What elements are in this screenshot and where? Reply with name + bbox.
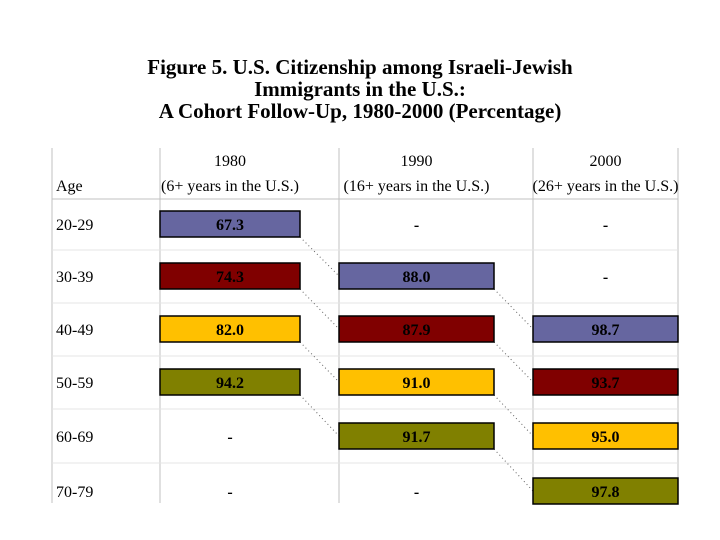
chart-title: Figure 5. U.S. Citizenship among Israeli… [0, 56, 720, 122]
title-line-3: A Cohort Follow-Up, 1980-2000 (Percentag… [158, 99, 562, 123]
column-year-1980: 1980 [214, 153, 246, 170]
value-cell-30-39-1980 [159, 262, 301, 290]
value-cell-70-79-2000 [532, 477, 679, 505]
value-label-30-39-1980: 74.3 [216, 269, 244, 286]
cohort-connector-3 [299, 288, 340, 330]
age-label-50-59: 50-59 [56, 375, 93, 392]
age-label-40-49: 40-49 [56, 322, 93, 339]
column-year-1990: 1990 [401, 153, 433, 170]
column-subtitle-1990: (16+ years in the U.S.) [344, 178, 490, 195]
value-cell-50-59-2000 [532, 368, 679, 396]
value-cell-30-39-1990 [338, 262, 495, 290]
value-label-40-49-2000: 98.7 [592, 322, 620, 339]
cohort-connector-1 [299, 236, 340, 277]
age-label-30-39: 30-39 [56, 269, 93, 286]
cohort-connector-7 [299, 394, 340, 437]
value-cell-50-59-1990 [338, 368, 495, 396]
cohort-connector-4 [493, 341, 534, 383]
empty-cell-60-69-1980: - [227, 429, 232, 446]
value-cell-60-69-1990 [338, 422, 495, 450]
value-label-40-49-1990: 87.9 [403, 322, 431, 339]
value-label-70-79-2000: 97.8 [592, 484, 620, 501]
value-cell-50-59-1980 [159, 368, 301, 396]
value-label-40-49-1980: 82.0 [216, 322, 244, 339]
value-cell-40-49-2000 [532, 315, 679, 343]
value-label-50-59-1990: 91.0 [403, 375, 431, 392]
cohort-connector-5 [299, 341, 340, 383]
row-header-age: Age [56, 178, 83, 195]
column-subtitle-1980: (6+ years in the U.S.) [161, 178, 299, 195]
empty-cell-70-79-1980: - [227, 484, 232, 501]
value-cell-60-69-2000 [532, 422, 679, 450]
empty-cell-30-39-2000: - [603, 269, 608, 286]
empty-cell-20-29-2000: - [603, 217, 608, 234]
value-label-30-39-1990: 88.0 [403, 269, 431, 286]
value-cell-20-29-1980 [159, 210, 301, 238]
title-line-1: Figure 5. U.S. Citizenship among Israeli… [147, 55, 573, 79]
value-cell-40-49-1990 [338, 315, 495, 343]
cohort-connector-2 [493, 288, 534, 330]
age-label-60-69: 60-69 [56, 429, 93, 446]
value-label-60-69-2000: 95.0 [592, 429, 620, 446]
age-label-20-29: 20-29 [56, 217, 93, 234]
empty-cell-20-29-1990: - [414, 217, 419, 234]
value-cell-40-49-1980 [159, 315, 301, 343]
column-subtitle-2000: (26+ years in the U.S.) [533, 178, 679, 195]
value-label-50-59-1980: 94.2 [216, 375, 244, 392]
empty-cell-70-79-1990: - [414, 484, 419, 501]
cohort-connector-6 [493, 394, 534, 437]
cohort-connector-8 [493, 448, 534, 492]
value-label-50-59-2000: 93.7 [592, 375, 620, 392]
title-line-2: Immigrants in the U.S.: [254, 77, 466, 101]
age-label-70-79: 70-79 [56, 484, 93, 501]
value-label-20-29-1980: 67.3 [216, 217, 244, 234]
value-label-60-69-1990: 91.7 [403, 429, 431, 446]
column-year-2000: 2000 [590, 153, 622, 170]
